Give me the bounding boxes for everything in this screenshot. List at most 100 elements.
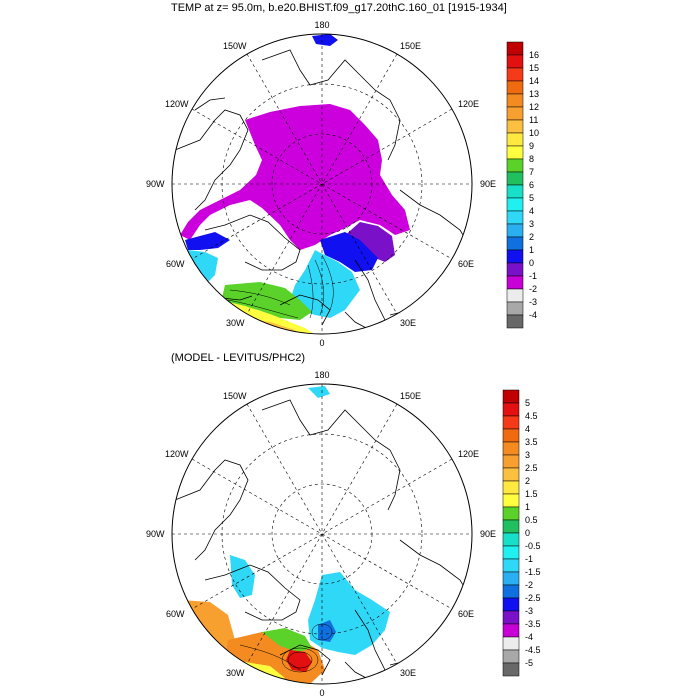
panel2-map: 180 0 90W 90E 150W 150E 120W 120E 60W 60…: [146, 370, 496, 698]
panel1-lon-90w: 90W: [146, 179, 165, 189]
panel2-colorbar-swatch: [502, 558, 520, 573]
panel2-colorbar: 5 4.5 4 3.5 3 2.5 2 1.5 1 0.5 0 -0.5 -1 -1.5 -2 -2.5 -3 -…: [502, 389, 541, 677]
panel1-colorbar-label: 8: [529, 154, 534, 164]
panel2-cyan-bering: [308, 386, 330, 398]
panel2-lon-60e: 60E: [458, 609, 474, 619]
panel1-map: 180 0 90W 90E 150W 150E 120W 120E 60W 60…: [146, 20, 496, 348]
panel2-colorbar-swatch: [502, 519, 520, 534]
panel1-colorbar-label: -2: [529, 284, 537, 294]
panel1-colorbar-swatch: [506, 54, 524, 69]
panel1-border: [171, 33, 473, 335]
panel2-colorbar-label: 5: [525, 398, 530, 408]
panel2-colorbar-swatch: [502, 584, 520, 599]
panel1-colorbar-swatch: [506, 184, 524, 199]
panel2-colorbar-label: -2.5: [525, 593, 541, 603]
panel1-lon-120w: 120W: [165, 99, 189, 109]
panel2-colorbar-swatch: [502, 597, 520, 612]
panel1-colorbar-label: 13: [529, 89, 539, 99]
panel2-colorbar-label: 1.5: [525, 489, 538, 499]
panel2-lon-120e: 120E: [458, 449, 479, 459]
panel1-lon-150e: 150E: [400, 41, 421, 51]
panel1-lon-30w: 30W: [226, 318, 245, 328]
panel1-colorbar-swatch: [506, 145, 524, 160]
panel2-colorbar-swatch: [502, 649, 520, 664]
panel1-colorbar-label: 10: [529, 128, 539, 138]
panel2-lon-180: 180: [314, 370, 329, 380]
panel2-colorbar-swatch: [502, 467, 520, 482]
panel1-colorbar-label: -1: [529, 271, 537, 281]
panel1-colorbar-label: 7: [529, 167, 534, 177]
panel1-colorbar-swatch: [506, 262, 524, 277]
panel2-colorbar-label: -2: [525, 580, 533, 590]
panel1-colorbar-swatch: [506, 80, 524, 95]
panel2-colorbar-label: 4: [525, 424, 530, 434]
panel1-colorbar-label: 9: [529, 141, 534, 151]
panel2-colorbar-label: -4.5: [525, 645, 541, 655]
panel1-colorbar-swatch: [506, 106, 524, 121]
panel2-colorbar-swatch: [502, 571, 520, 586]
panel1-bering-field: [312, 34, 338, 46]
panel1-colorbar-label: 5: [529, 193, 534, 203]
panel1-colorbar-label: 16: [529, 50, 539, 60]
panel1-colorbar-swatch: [506, 171, 524, 186]
panel1-blue-norwegian: [320, 232, 378, 272]
panel2-lon-30w: 30W: [226, 668, 245, 678]
panel2-graticule: [172, 384, 472, 684]
panel2-colorbar-swatch: [502, 441, 520, 456]
panel1-colorbar-label: 2: [529, 232, 534, 242]
panel1-title: TEMP at z= 95.0m, b.e20.BHIST.f09_g17.20…: [171, 2, 507, 14]
panel1-colorbar-swatch: [506, 93, 524, 108]
panel1-colorbar-swatch: [506, 119, 524, 134]
panel2-blue-core: [318, 620, 336, 642]
panel2-green-atlantic: [262, 628, 312, 652]
panel2-colorbar-swatch: [502, 402, 520, 417]
panel2-colorbar-label: 3: [525, 450, 530, 460]
panel1-lon-60w: 60W: [166, 259, 185, 269]
panel1-colorbar-label: 14: [529, 76, 539, 86]
panel1-lon-60e: 60E: [458, 259, 474, 269]
panel2-colorbar-swatch: [502, 493, 520, 508]
panel2-colorbar-label: -1: [525, 554, 533, 564]
panel1-lon-0: 0: [319, 338, 324, 348]
panel2-colorbar-label: -0.5: [525, 541, 541, 551]
panel1-colorbar-swatch: [506, 275, 524, 290]
panel2-colorbar-label: 0: [525, 528, 530, 538]
panel2-lon-90e: 90E: [480, 529, 496, 539]
panel2-colorbar-swatch: [502, 428, 520, 443]
panel2-lon-90w: 90W: [146, 529, 165, 539]
panel2-colorbar-swatch: [502, 480, 520, 495]
panel2-lon-150w: 150W: [223, 391, 247, 401]
panel2-colorbar-swatch: [502, 532, 520, 547]
panel1-colorbar-swatch: [506, 249, 524, 264]
panel2-colorbar-label: 3.5: [525, 437, 538, 447]
panel2-border: [171, 383, 473, 685]
panel1-graticule: [172, 34, 472, 334]
panel1-lon-150w: 150W: [223, 41, 247, 51]
panel2-colorbar-swatch: [502, 662, 520, 677]
panel1-purple-band: [342, 222, 395, 262]
panel1-arctic-cold-field: [180, 104, 410, 250]
panel1-colorbar-swatch: [506, 132, 524, 147]
panel2-colorbar-swatch: [502, 415, 520, 430]
panel1-lon-30e: 30E: [400, 318, 416, 328]
panel1-colorbar-swatch: [506, 158, 524, 173]
panel2-colorbar-swatch: [502, 389, 520, 404]
panel2-lon-150e: 150E: [400, 391, 421, 401]
panel1-colorbar-swatch: [506, 301, 524, 316]
panel2-colorbar-label: -4: [525, 632, 533, 642]
panel2-lon-60w: 60W: [166, 609, 185, 619]
panel2-colorbar-label: -3: [525, 606, 533, 616]
panel2-colorbar-label: 2: [525, 476, 530, 486]
panel2-colorbar-swatch: [502, 506, 520, 521]
panel1-colorbar-label: 15: [529, 63, 539, 73]
panel2-title: (MODEL - LEVITUS/PHC2): [171, 352, 306, 364]
panel2-colorbar-label: 4.5: [525, 411, 538, 421]
panel2-colorbar-swatch: [502, 545, 520, 560]
panel2-colorbar-label: -1.5: [525, 567, 541, 577]
panel1-colorbar-label: 11: [529, 115, 538, 125]
panel1-colorbar-label: 3: [529, 219, 534, 229]
panel1-colorbar-swatch: [506, 288, 524, 303]
